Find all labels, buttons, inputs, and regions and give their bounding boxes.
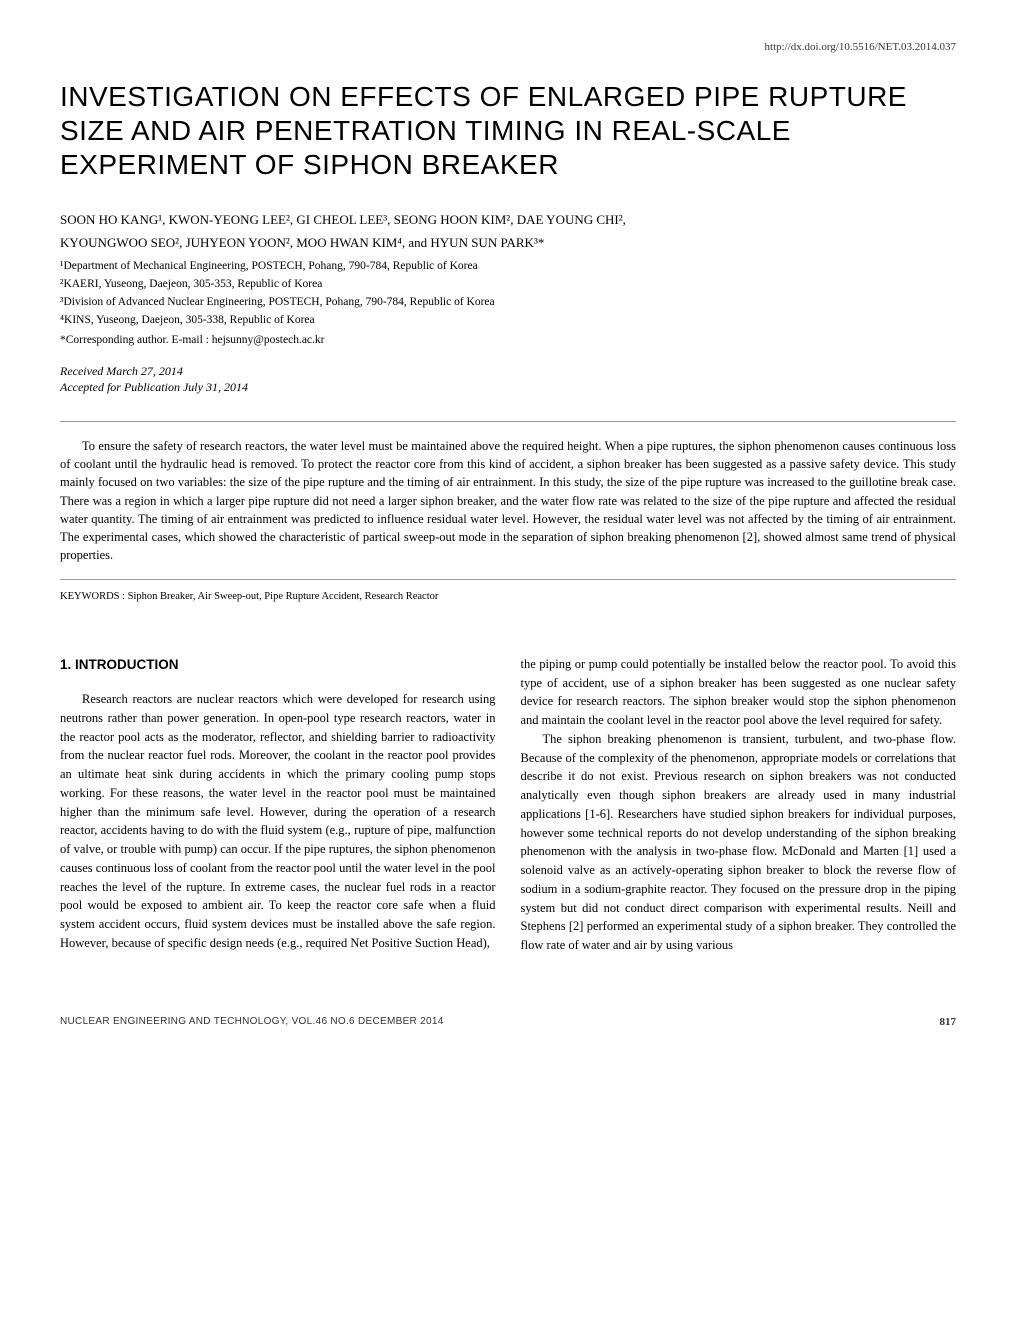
received-date: Received March 27, 2014: [60, 363, 956, 380]
keywords-line: KEYWORDS : Siphon Breaker, Air Sweep-out…: [60, 590, 956, 605]
doi-link: http://dx.doi.org/10.5516/NET.03.2014.03…: [60, 40, 956, 55]
affiliations-block: ¹Department of Mechanical Engineering, P…: [60, 258, 956, 330]
keywords-label: KEYWORDS :: [60, 591, 125, 602]
abstract-container: To ensure the safety of research reactor…: [60, 421, 956, 580]
corresponding-author: *Corresponding author. E-mail : hejsunny…: [60, 332, 956, 348]
col2-paragraph-1: the piping or pump could potentially be …: [521, 655, 957, 730]
authors-line-1: SOON HO KANG¹, KWON-YEONG LEE², GI CHEOL…: [60, 211, 956, 229]
abstract-text: To ensure the safety of research reactor…: [60, 437, 956, 564]
authors-line-2: KYOUNGWOO SEO², JUHYEON YOON², MOO HWAN …: [60, 234, 956, 252]
body-columns: 1. INTRODUCTION Research reactors are nu…: [60, 655, 956, 955]
section-1-heading: 1. INTRODUCTION: [60, 655, 496, 675]
keywords-values: Siphon Breaker, Air Sweep-out, Pipe Rupt…: [128, 591, 439, 602]
affiliation-1: ¹Department of Mechanical Engineering, P…: [60, 258, 956, 275]
col1-paragraph-1: Research reactors are nuclear reactors w…: [60, 690, 496, 953]
footer-journal-info: NUCLEAR ENGINEERING AND TECHNOLOGY, VOL.…: [60, 1015, 444, 1030]
dates-block: Received March 27, 2014 Accepted for Pub…: [60, 363, 956, 397]
col2-paragraph-2: The siphon breaking phenomenon is transi…: [521, 730, 957, 955]
accepted-date: Accepted for Publication July 31, 2014: [60, 379, 956, 396]
affiliation-2: ²KAERI, Yuseong, Daejeon, 305-353, Repub…: [60, 276, 956, 293]
footer-page-number: 817: [940, 1015, 957, 1030]
affiliation-3: ³Division of Advanced Nuclear Engineerin…: [60, 294, 956, 311]
paper-title: INVESTIGATION ON EFFECTS OF ENLARGED PIP…: [60, 80, 956, 181]
affiliation-4: ⁴KINS, Yuseong, Daejeon, 305-338, Republ…: [60, 312, 956, 329]
page-footer: NUCLEAR ENGINEERING AND TECHNOLOGY, VOL.…: [60, 1015, 956, 1030]
left-column: 1. INTRODUCTION Research reactors are nu…: [60, 655, 496, 955]
right-column: the piping or pump could potentially be …: [521, 655, 957, 955]
